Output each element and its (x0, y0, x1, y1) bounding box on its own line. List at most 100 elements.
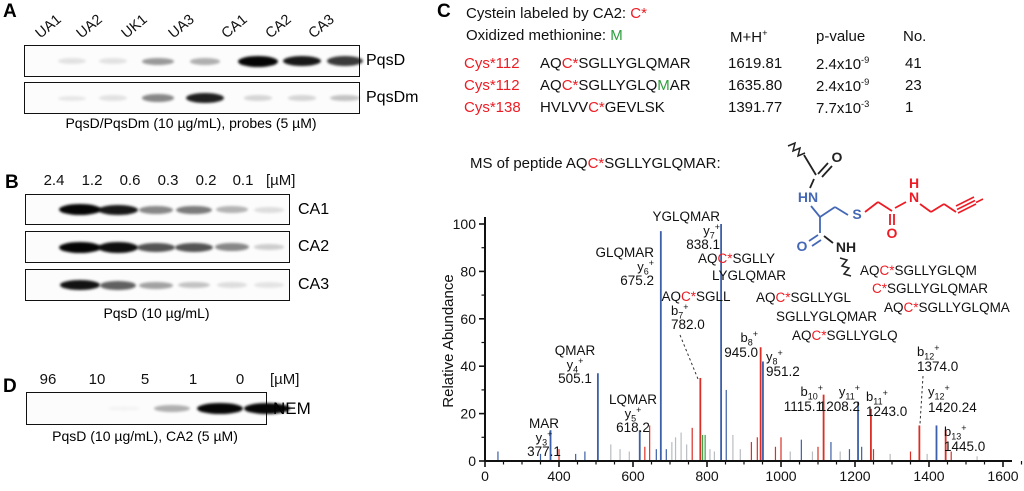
bond (810, 205, 821, 218)
panel-b-label: B (5, 172, 19, 193)
ion-label: b12+ (917, 343, 940, 362)
text-segment: AQ (540, 55, 562, 72)
superscript: -3 (861, 99, 870, 109)
site-cell: Cys*112 (464, 55, 520, 72)
h-label: H (909, 175, 919, 191)
mz-label: 505.1 (558, 371, 592, 386)
mz-label: 1115.1 (784, 399, 823, 414)
text-segment: SGLLYGLQMAR: (604, 155, 721, 172)
conc-label: 1 (188, 371, 198, 388)
text-segment: M (657, 77, 670, 94)
ion-label: y4+ (567, 356, 584, 375)
gel-band (189, 57, 221, 65)
bond (811, 239, 822, 247)
count-cell: 41 (905, 55, 922, 72)
mz-label: 675.2 (620, 273, 654, 288)
atom-label: O (797, 238, 808, 254)
gel-band (176, 205, 212, 214)
nh-label: NH (836, 239, 856, 255)
ion-label: b11+ (866, 388, 888, 407)
gel-band (59, 241, 101, 253)
bond (975, 198, 984, 204)
bond (803, 154, 817, 176)
pvalue-cell: 2.4x10-9 (816, 77, 870, 95)
conc-label: 96 (39, 371, 57, 388)
conc-label: 5 (140, 371, 150, 388)
text-segment: SGLLYGLQ (578, 77, 658, 94)
atom-label: O (887, 225, 898, 241)
conc-label: 0.1 (232, 172, 254, 189)
text-segment: HVLVV (540, 99, 589, 116)
text-segment: MS of peptide AQ (470, 155, 588, 172)
gel-band (215, 206, 249, 213)
panel-d-unit-label: [µM] (270, 371, 300, 388)
gel-band (139, 281, 173, 289)
n-label: N (909, 189, 919, 205)
gel-band (175, 242, 213, 252)
bond (821, 165, 833, 178)
site-cell: Cys*138 (464, 99, 521, 116)
table-header-no: No. (903, 28, 927, 45)
x-tick-label: 1600 (987, 468, 1018, 484)
text-segment: M (610, 27, 623, 44)
pvalue-cell: 2.4x10-9 (816, 55, 870, 73)
gel-band (216, 282, 248, 288)
gel-band (186, 93, 224, 103)
sequence-cell: AQC*SGLLYGLQMAR (540, 77, 691, 94)
bond (930, 203, 945, 213)
x-tick-label: 1400 (913, 468, 944, 484)
gel-strip-pqsdm (24, 82, 360, 114)
wavy-bond (787, 141, 806, 158)
x-tick-label: 1000 (765, 468, 796, 484)
y-axis-title: Relative Abundance (440, 274, 457, 407)
mz-label: 1445.0 (944, 439, 985, 454)
conc-label: 1.2 (81, 172, 103, 189)
gel-band (59, 280, 101, 290)
panel-b-unit-label: [µM] (266, 172, 296, 189)
mz-label: 782.0 (671, 317, 705, 332)
conc-label: 0.3 (157, 172, 179, 189)
text-segment: AQ (540, 77, 562, 94)
s-label: S (852, 206, 861, 222)
text-segment: C* (561, 77, 579, 94)
site-cell: Cys*112 (464, 77, 520, 94)
fragment-label: YGLQMAR (652, 209, 720, 224)
gel-strip-ca3 (25, 269, 290, 301)
bond (864, 201, 879, 213)
sequence-annotation: AQC*SGLLY (698, 251, 775, 266)
gel-strip-pqsd (24, 45, 364, 77)
y-tick-label: 100 (453, 216, 477, 232)
mz-label: 1208.2 (819, 399, 860, 414)
text-segment: Cystein labeled by CA2: (466, 5, 631, 22)
gel-band (138, 205, 174, 214)
mz-label: 618.2 (616, 420, 650, 435)
mz-label: 377.1 (527, 444, 561, 459)
bond (943, 203, 957, 213)
superscript: -9 (861, 77, 870, 87)
wavy-bond (839, 257, 852, 277)
panel-d-label: D (3, 376, 17, 397)
gel-band (57, 58, 87, 64)
ion-label: b7+ (671, 302, 689, 321)
gel-band (142, 57, 174, 65)
bond (957, 203, 977, 214)
ion-label: y8+ (766, 348, 783, 367)
sequence-annotation: C*SGLLYGLQMAR (872, 281, 988, 296)
gel-strip-ca2 (25, 231, 290, 263)
bond (877, 201, 893, 212)
count-cell: 1 (905, 99, 914, 116)
conc-label: 10 (88, 371, 106, 388)
gel-band (108, 406, 140, 411)
mz-label: 951.2 (766, 364, 800, 379)
bond (919, 203, 932, 213)
fragment-label: MAR (529, 416, 559, 431)
sequence-annotation: AQC*SGLLYGL (756, 290, 852, 305)
y-tick-label: 20 (460, 406, 476, 422)
text-segment: SGLLYGLQMAR (578, 55, 691, 72)
gel-row-label-pqsd: PqsD (366, 52, 406, 69)
panel-d-caption: PqsD (10 µg/mL), CA2 (5 µM) (52, 428, 238, 444)
mass-cell: 1619.81 (728, 55, 783, 72)
gel-band (57, 95, 86, 101)
bond (894, 201, 907, 209)
